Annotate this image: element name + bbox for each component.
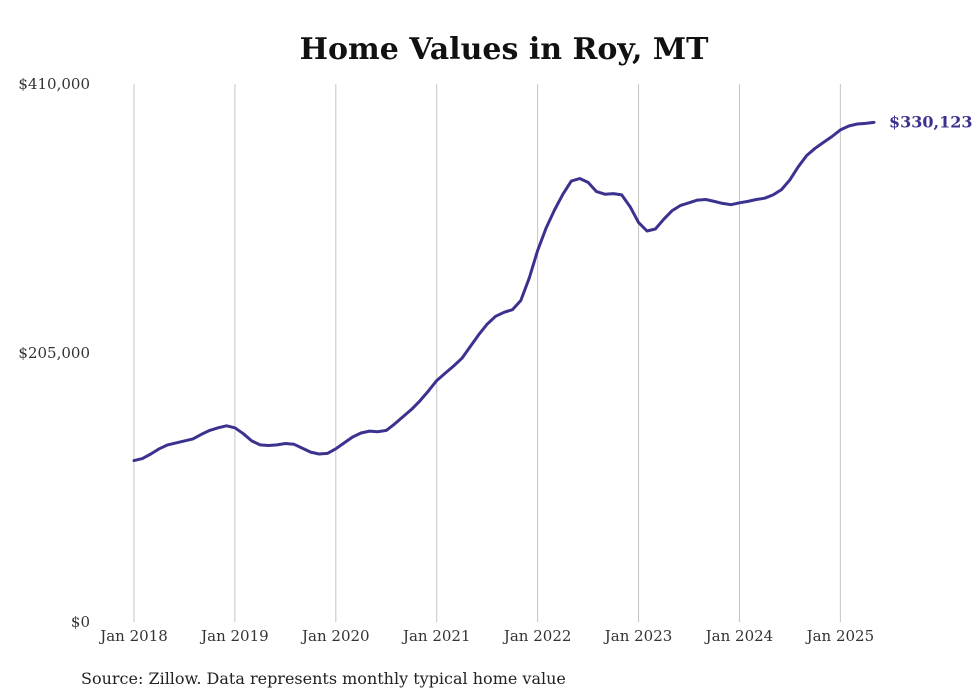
x-tick-label: Jan 2025: [805, 627, 875, 645]
chart-title: Home Values in Roy, MT: [300, 32, 709, 67]
grid-lines: [133, 84, 841, 622]
series-layer: [132, 120, 876, 463]
x-tick-label: Jan 2022: [502, 627, 572, 645]
x-tick-label: Jan 2020: [300, 627, 370, 645]
x-tick-label: Jan 2018: [98, 627, 168, 645]
x-tick-label: Jan 2023: [603, 627, 673, 645]
source-note: Source: Zillow. Data represents monthly …: [81, 669, 566, 688]
x-tick-label: Jan 2021: [401, 627, 471, 645]
y-axis-ticks: $0 $205,000 $410,000: [18, 75, 90, 631]
y-tick-label: $410,000: [18, 75, 90, 93]
x-tick-label: Jan 2019: [199, 627, 269, 645]
y-tick-label: $0: [71, 613, 90, 631]
x-axis-ticks: Jan 2018 Jan 2019 Jan 2020 Jan 2021 Jan 2022…: [98, 627, 874, 645]
y-tick-label: $205,000: [18, 344, 90, 362]
x-tick-label: Jan 2024: [704, 627, 774, 645]
end-value-label: $330,123: [889, 112, 973, 131]
series-line: [132, 120, 876, 463]
